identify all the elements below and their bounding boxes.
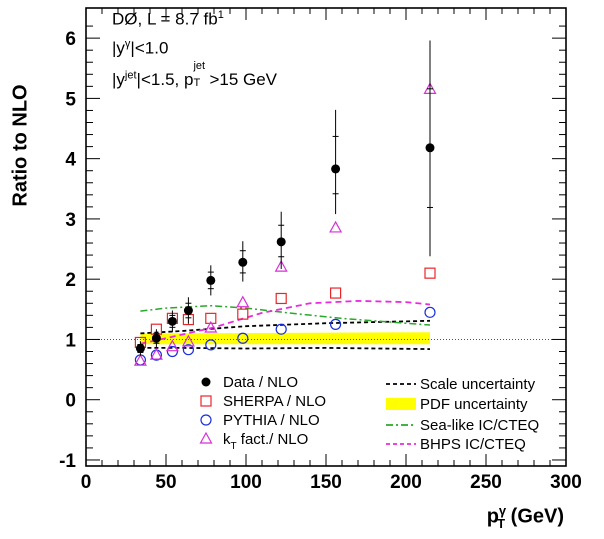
- data-point: [183, 306, 193, 316]
- x-tick-label: 300: [550, 472, 582, 493]
- annotation-photon-rapidity-tail: |<1.0: [130, 38, 169, 58]
- legend-label-data: Data / NLO: [223, 374, 298, 391]
- y-tick-label: 6: [65, 29, 76, 50]
- sherpa-point: [237, 308, 249, 320]
- x-tick-label: 100: [230, 472, 262, 493]
- pythia-point: [166, 345, 178, 358]
- pythia-point: [330, 318, 342, 330]
- x-axis-label-unit: (GeV): [510, 506, 564, 528]
- pythia-point: [275, 323, 287, 335]
- annotation-jet-cuts-sub2: T: [193, 77, 201, 89]
- annotation-photon-rapidity: |yγ|<1.0: [112, 38, 168, 59]
- data-point: [206, 275, 216, 285]
- legend-swatch-pdf: [386, 398, 416, 410]
- kt-fact-point: [204, 320, 218, 333]
- annotation-jet-cuts-tail: >15 GeV: [209, 70, 278, 89]
- legend-label-kt-fact: kT fact./ NLO: [223, 431, 308, 452]
- legend-label-sherpa: SHERPA / NLO: [223, 393, 326, 410]
- y-axis-label: Ratio to NLO: [9, 84, 32, 207]
- annotation-jet-cuts-script: jet T: [193, 60, 209, 89]
- y-tick-label: 3: [65, 210, 76, 231]
- annotation-jet-cuts-text: |y: [112, 70, 125, 89]
- sherpa-point: [424, 267, 436, 279]
- legend-marker-sherpa: [200, 395, 212, 407]
- data-point: [167, 316, 177, 326]
- y-tick-label: 2: [65, 270, 76, 291]
- kt-fact-point: [133, 353, 147, 366]
- x-tick-label: 50: [155, 472, 176, 493]
- legend-label-bhps: BHPS IC/CTEQ: [420, 436, 526, 453]
- x-tick-label: 200: [390, 472, 422, 493]
- data-point: [276, 237, 286, 247]
- data-point: [238, 257, 248, 267]
- legend: Data / NLO SHERPA / NLO PYTHIA / NLO kT fac…: [199, 374, 539, 453]
- annotation-luminosity-text: DØ, L = 8.7 fb: [112, 9, 218, 29]
- annotation-jet-cuts: |yjet|<1.5, p jet T >15 GeV: [112, 60, 278, 90]
- legend-label-pdf: PDF uncertainty: [420, 396, 528, 413]
- scale-uncertainty-upper: [140, 319, 431, 335]
- legend-label-sea-like: Sea-like IC/CTEQ: [420, 417, 539, 434]
- y-tick-label: 1: [65, 330, 76, 351]
- legend-marker-kt-fact: [199, 431, 213, 444]
- pythia-point: [424, 306, 436, 318]
- annotation-luminosity-sup: 1: [217, 9, 224, 21]
- legend-marker-data: [201, 377, 211, 387]
- kt-fact-point: [149, 347, 163, 360]
- data-point: [331, 164, 341, 174]
- kt-fact-point: [329, 220, 343, 233]
- annotation-luminosity: DØ, L = 8.7 fb1: [112, 9, 224, 30]
- y-tick-label: 0: [65, 391, 76, 412]
- sherpa-point: [205, 312, 217, 324]
- kt-fact-point: [274, 259, 288, 272]
- y-tick-label: 5: [65, 89, 76, 110]
- data-point: [151, 333, 161, 343]
- pythia-point: [237, 332, 249, 344]
- bhps-ic-curve: [140, 299, 431, 345]
- pythia-point: [205, 339, 217, 351]
- kt-fact-point: [165, 339, 179, 352]
- x-axis-label-p: p: [486, 506, 499, 528]
- legend-label-pythia: PYTHIA / NLO: [223, 412, 320, 429]
- pythia-point: [134, 354, 146, 366]
- annotation-jet-cuts-mid: |<1.5, p: [136, 70, 194, 89]
- data-point: [135, 343, 145, 353]
- scale-uncertainty-lower: [140, 346, 431, 350]
- x-tick-label: 150: [310, 472, 342, 493]
- legend-marker-pythia: [200, 414, 212, 426]
- y-tick-label: -1: [59, 451, 76, 472]
- annotation-photon-rapidity-sup: γ: [124, 38, 131, 50]
- kt-fact-point: [236, 295, 250, 308]
- legend-label-scale: Scale uncertainty: [420, 376, 536, 393]
- x-tick-label: 250: [470, 472, 502, 493]
- sherpa-point: [330, 287, 342, 299]
- annotation-jet-cuts-sup2: jet: [193, 60, 206, 72]
- x-tick-label: 0: [81, 472, 92, 493]
- pythia-point: [182, 344, 194, 356]
- sherpa-point: [275, 292, 287, 305]
- kt-fact-point: [181, 334, 195, 347]
- x-axis-label-sup: γ: [498, 503, 507, 519]
- data-point: [425, 143, 435, 153]
- x-axis-label-sub: T: [497, 516, 506, 531]
- annotation-jet-cuts-sup: jet: [124, 69, 137, 82]
- y-tick-label: 4: [65, 150, 76, 171]
- annotation-photon-rapidity-text: |y: [112, 38, 125, 58]
- y-axis-label-container: Ratio to NLO: [6, 74, 36, 244]
- x-axis-label: pγT (GeV): [487, 503, 564, 531]
- pdf-uncertainty-band: [140, 332, 430, 345]
